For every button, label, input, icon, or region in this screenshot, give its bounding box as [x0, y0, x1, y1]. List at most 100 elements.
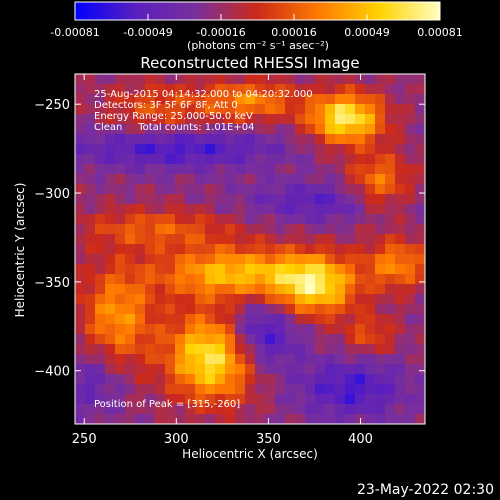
heatmap-cell: [85, 164, 96, 175]
heatmap-cell: [165, 134, 176, 145]
heatmap-cell: [205, 84, 216, 95]
heatmap-cell: [85, 354, 96, 365]
heatmap-cell: [375, 144, 386, 155]
heatmap-cell: [85, 274, 96, 285]
heatmap-cell: [155, 404, 166, 415]
heatmap-cell: [395, 164, 406, 175]
heatmap-cell: [355, 84, 366, 95]
heatmap-cell: [255, 284, 266, 295]
heatmap-cell: [155, 104, 166, 115]
heatmap-cell: [285, 204, 296, 215]
heatmap-cell: [415, 314, 425, 325]
heatmap-cell: [245, 204, 256, 215]
heatmap-cell: [245, 94, 256, 105]
heatmap-cell: [285, 194, 296, 205]
heatmap-cell: [195, 164, 206, 175]
heatmap-cell: [255, 84, 266, 95]
heatmap-cell: [325, 284, 336, 295]
heatmap-cell: [355, 344, 366, 355]
heatmap-cell: [165, 344, 176, 355]
heatmap-cell: [155, 284, 166, 295]
heatmap-cell: [195, 244, 206, 255]
heatmap-cell: [375, 284, 386, 295]
heatmap-cell: [295, 374, 306, 385]
heatmap-cell: [335, 284, 346, 295]
heatmap-cell: [185, 94, 196, 105]
heatmap-cell: [405, 414, 416, 424]
heatmap-cell: [365, 404, 376, 415]
heatmap-cell: [415, 144, 425, 155]
heatmap-cell: [265, 334, 276, 345]
heatmap-cell: [325, 124, 336, 135]
heatmap-cell: [115, 344, 126, 355]
heatmap-cell: [335, 314, 346, 325]
heatmap-cell: [315, 104, 326, 115]
heatmap-cell: [115, 364, 126, 375]
heatmap-cell: [255, 344, 266, 355]
heatmap-cell: [385, 354, 396, 365]
heatmap-cell: [185, 414, 196, 424]
heatmap-cell: [165, 204, 176, 215]
heatmap-cell: [225, 154, 236, 165]
heatmap-cell: [175, 394, 186, 405]
heatmap-cell: [355, 234, 366, 245]
heatmap-cell: [225, 254, 236, 265]
heatmap-cell: [155, 194, 166, 205]
heatmap-cell: [365, 104, 376, 115]
heatmap-cell: [295, 84, 306, 95]
heatmap-cell: [405, 124, 416, 135]
colorbar-gradient: [74, 1, 441, 21]
heatmap-cell: [285, 124, 296, 135]
heatmap-cell: [295, 314, 306, 325]
heatmap-cell: [315, 94, 326, 105]
heatmap-cell: [305, 414, 316, 424]
heatmap-cell: [115, 144, 126, 155]
heatmap-cell: [255, 394, 266, 405]
heatmap-cell: [315, 414, 326, 424]
heatmap-cell: [375, 164, 386, 175]
heatmap-cell: [245, 194, 256, 205]
heatmap-cell: [365, 264, 376, 275]
heatmap-cell: [385, 244, 396, 255]
heatmap-cell: [365, 214, 376, 225]
colorbar-tick-label: -0.00049: [123, 26, 172, 39]
heatmap-cell: [75, 304, 86, 315]
heatmap-cell: [115, 414, 126, 424]
heatmap-cell: [405, 354, 416, 365]
heatmap-cell: [165, 284, 176, 295]
heatmap-cell: [405, 74, 416, 85]
heatmap-cell: [175, 314, 186, 325]
heatmap-cell: [305, 264, 316, 275]
heatmap-cell: [195, 284, 206, 295]
heatmap-cell: [365, 184, 376, 195]
heatmap-cell: [185, 234, 196, 245]
heatmap-cell: [195, 274, 206, 285]
heatmap-cell: [145, 344, 156, 355]
heatmap-cell: [135, 124, 146, 135]
heatmap-cell: [405, 164, 416, 175]
heatmap-cell: [365, 394, 376, 405]
heatmap-cell: [385, 414, 396, 424]
heatmap-cell: [405, 384, 416, 395]
heatmap-cell: [325, 204, 336, 215]
heatmap-cell: [305, 84, 316, 95]
heatmap-cell: [255, 144, 266, 155]
heatmap-cell: [115, 284, 126, 295]
heatmap-cell: [315, 224, 326, 235]
heatmap-cell: [195, 84, 206, 95]
heatmap-cell: [105, 134, 116, 145]
heatmap-cell: [185, 134, 196, 145]
heatmap-cell: [85, 374, 96, 385]
heatmap-cell: [405, 214, 416, 225]
heatmap-cell: [215, 384, 226, 395]
heatmap-cell: [135, 74, 146, 85]
heatmap-cell: [175, 354, 186, 365]
heatmap-cell: [155, 364, 166, 375]
heatmap-cell: [195, 114, 206, 125]
heatmap-cell: [365, 374, 376, 385]
heatmap-cell: [75, 344, 86, 355]
heatmap-cell: [375, 324, 386, 335]
heatmap-cell: [305, 194, 316, 205]
heatmap-cell: [205, 414, 216, 424]
